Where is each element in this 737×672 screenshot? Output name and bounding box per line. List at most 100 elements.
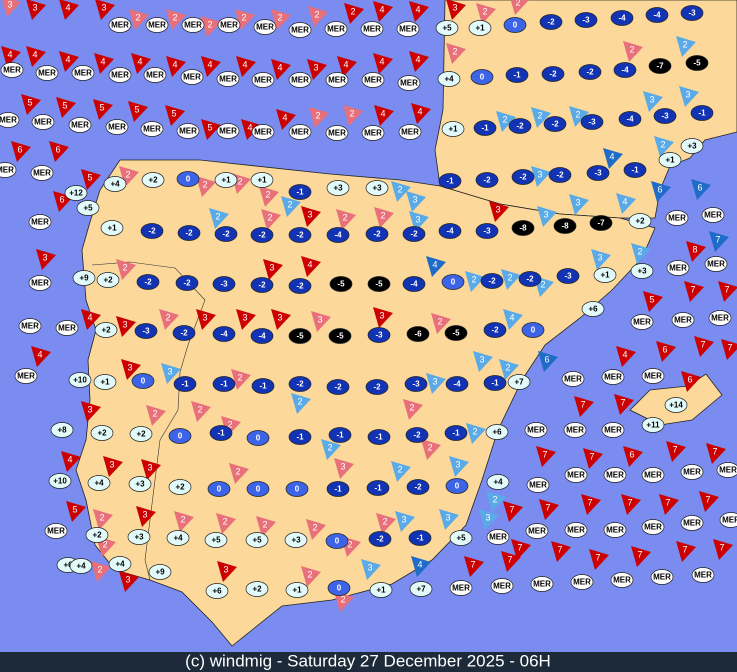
station-oval [288,376,312,392]
station-oval [85,527,109,543]
station-temp: MER [328,129,346,138]
station-temp: -7 [656,62,664,71]
station-temp: -2 [586,68,594,77]
station-oval [127,529,151,545]
wind-flag [91,561,111,582]
wind-flag [306,519,326,540]
station-oval [284,532,308,548]
station-temp: +1 [257,176,267,185]
wind-speed: 3 [242,312,247,322]
station-temp: MER [644,471,662,480]
wind-speed: 7 [545,502,550,512]
wind-flag [551,541,571,562]
wind-flag [643,291,663,312]
wind-flag [466,423,486,444]
station-oval [404,376,428,392]
station-oval [64,185,88,201]
station-temp: MER [707,260,725,269]
station-temp: MER [606,471,624,480]
wind-flag [623,41,643,62]
station-oval [30,165,54,181]
wind-speed: 6 [59,194,64,204]
station-oval [253,19,277,35]
station-temp: -2 [258,281,266,290]
station-temp: +1 [100,378,110,387]
station-temp: +1 [448,125,458,134]
wind-speed: 5 [87,172,92,182]
station-oval [176,123,200,139]
station-temp: +5 [83,204,93,213]
wind-speed: 2 [152,408,157,418]
wind-speed: 2 [235,466,240,476]
wind-speed: 6 [544,354,549,364]
station-oval [369,582,393,598]
station-temp: MER [533,580,551,589]
station-temp: +4 [76,562,86,571]
wind-speed: 2 [237,372,242,382]
wind-flag [61,451,81,472]
wind-speed: 2 [297,396,302,406]
wind-flag [411,103,431,124]
wind-flag [201,16,221,37]
station-oval [365,379,389,395]
station-temp: +1 [221,176,231,185]
station-oval [325,125,349,141]
station-temp: MER [674,316,692,325]
station-temp: -2 [414,483,422,492]
wind-flag [373,307,393,328]
wind-speed: 2 [471,274,476,284]
wind-speed: 4 [379,4,384,14]
station-oval [69,558,93,574]
wind-flag [536,446,556,467]
station-temp: MER [363,25,381,34]
station-oval [177,225,201,241]
wind-flag [499,359,519,380]
station-temp: MER [220,21,238,30]
wind-speed: 3 [575,197,580,207]
station-temp: MER [529,481,547,490]
wind-speed: 2 [629,44,634,54]
wind-flag [217,561,237,582]
station-oval [368,531,392,547]
station-oval [361,72,385,88]
wind-flag [713,539,733,560]
station-temp: -2 [376,535,384,544]
station-oval [214,226,238,242]
wind-speed: 5 [27,97,32,107]
station-temp: MER [219,127,237,136]
station-temp: -2 [148,227,156,236]
wind-speed: 4 [172,59,177,69]
wind-speed: 3 [147,462,152,472]
station-temp: MER [184,21,202,30]
station-temp: +3 [637,267,647,276]
station-temp: -2 [488,277,496,286]
station-oval [641,417,665,433]
station-temp: +5 [252,536,262,545]
border [91,261,206,581]
wind-speed: 4 [7,49,12,59]
station-temp: MER [256,23,274,32]
station-temp: MER [604,426,622,435]
wind-flag [263,259,283,280]
station-temp: MER [17,372,35,381]
station-oval [402,276,426,292]
station-oval [601,422,625,438]
station-temp: -2 [483,176,491,185]
station-temp: MER [606,526,624,535]
station-temp: +9 [155,568,165,577]
wind-flag [201,119,221,140]
station-temp: -1 [374,484,382,493]
station-oval [580,114,604,130]
wind-speed: 2 [660,139,665,149]
wind-speed: 2 [472,426,477,436]
wind-speed: 2 [202,179,207,189]
wind-speed: 2 [427,442,432,452]
wind-speed: 4 [415,4,420,14]
station-temp: MER [179,127,197,136]
station-temp: +1 [665,156,675,165]
station-temp: -5 [296,332,304,341]
wind-flag [374,105,394,126]
station-temp: +1 [107,224,117,233]
wind-flag [281,196,301,217]
station-temp: -3 [142,327,150,336]
